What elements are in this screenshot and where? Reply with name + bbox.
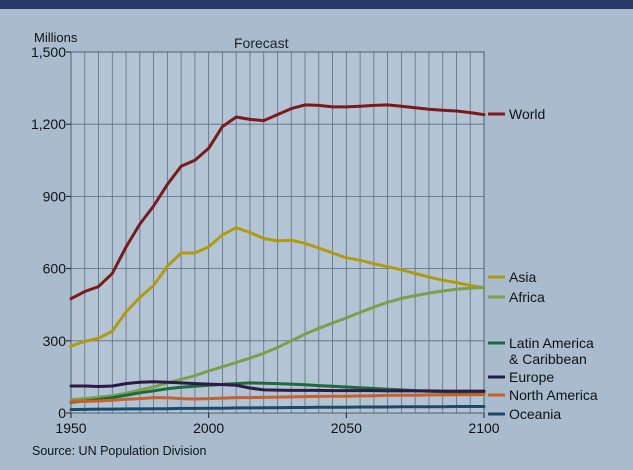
series-line [69, 226, 486, 348]
series-line [69, 285, 486, 402]
series-line [69, 405, 486, 412]
y-tick-label: 300 [43, 333, 67, 349]
forecast-label: Forecast [234, 35, 289, 51]
axes: 0 300 600 900 1,200 1,500 1950 2000 2050 2100 [31, 44, 500, 436]
series-line [69, 380, 486, 393]
x-tick-label: 2000 [193, 420, 224, 436]
source-note: Source: UN Population Division [32, 444, 206, 458]
legend-label: Africa [509, 289, 545, 305]
x-tick-label: 2100 [468, 420, 499, 436]
y-tick-label: 900 [43, 188, 67, 204]
series-lines [69, 103, 486, 412]
legend-label: Asia [509, 269, 536, 285]
series-line [69, 393, 486, 403]
y-tick-label: 1,200 [31, 116, 66, 132]
y-tick-label: 0 [58, 405, 66, 421]
x-tick-label: 1950 [55, 420, 86, 436]
legend-label: North America [509, 387, 598, 403]
x-tick-label: 2050 [331, 420, 362, 436]
legend-label: Latin America [509, 335, 594, 351]
legend-labels: World Asia Africa Latin America& Caribbean E… [488, 106, 598, 422]
grid [70, 51, 485, 414]
legend-label: Europe [509, 369, 554, 385]
legend-label: World [509, 106, 545, 122]
y-tick-label: 1,500 [31, 44, 66, 60]
top-border [0, 0, 633, 9]
y-axis-unit-label: Millions [34, 30, 78, 45]
plot-border [70, 51, 485, 414]
series-line [69, 103, 486, 301]
y-tick-label: 600 [43, 261, 67, 277]
legend-label: & Caribbean [509, 351, 587, 367]
legend-label: Oceania [509, 406, 561, 422]
